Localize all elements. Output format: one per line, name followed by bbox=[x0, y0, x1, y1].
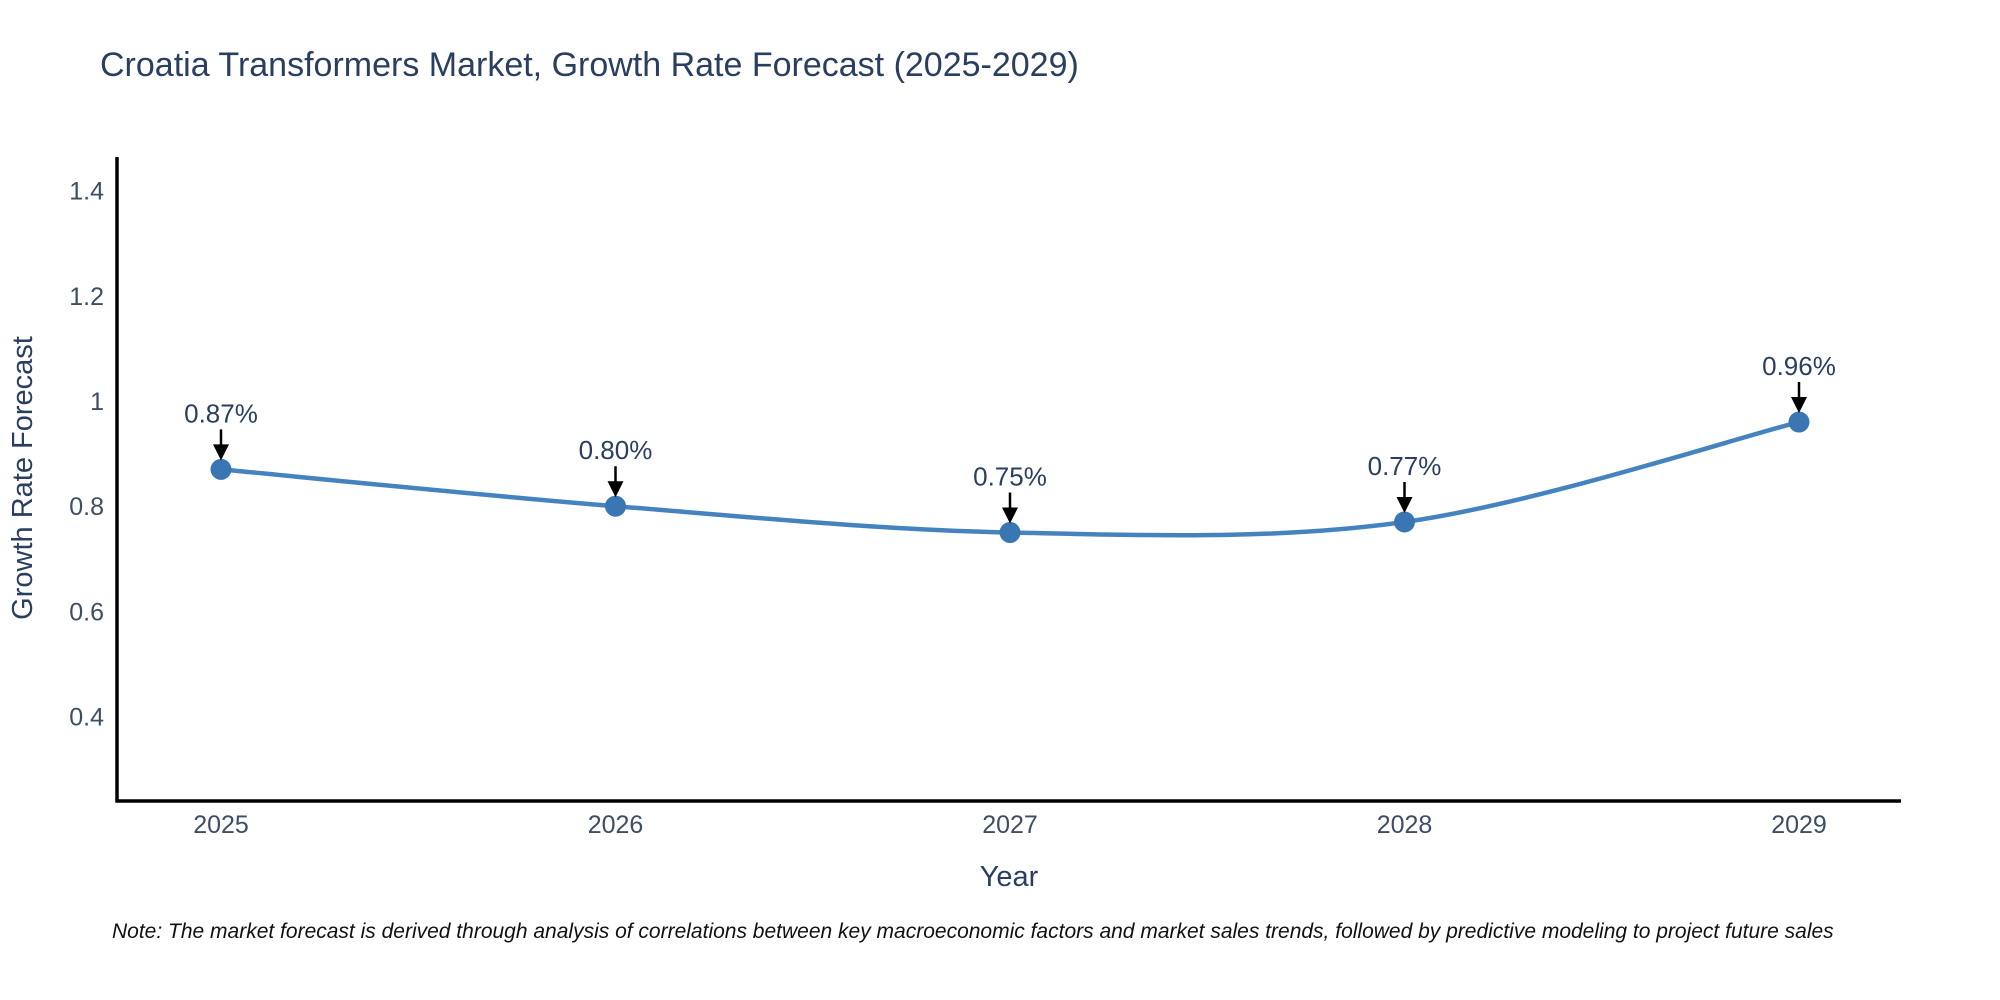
point-value-label: 0.77% bbox=[1368, 451, 1442, 481]
point-value-label: 0.80% bbox=[579, 435, 653, 465]
y-tick-label: 1 bbox=[90, 388, 104, 416]
annotation-arrow-head bbox=[607, 481, 624, 498]
x-tick-label: 2025 bbox=[193, 811, 249, 839]
x-axis-tick-labels: 2025 2026 2027 2028 2029 bbox=[193, 811, 1827, 839]
point-value-label: 0.75% bbox=[973, 462, 1047, 492]
data-point-annotations: 0.87% 0.80% 0.75% 0.77% 0.96% bbox=[184, 351, 1836, 524]
point-value-label: 0.87% bbox=[184, 398, 258, 428]
x-tick-label: 2028 bbox=[1377, 811, 1433, 839]
y-tick-label: 0.6 bbox=[69, 598, 104, 626]
x-axis-title: Year bbox=[980, 861, 1039, 893]
chart-footnote: Note: The market forecast is derived thr… bbox=[112, 920, 1834, 943]
x-tick-label: 2027 bbox=[982, 811, 1038, 839]
point-value-label: 0.96% bbox=[1762, 351, 1836, 381]
forecast-line-series bbox=[210, 411, 1810, 543]
y-axis-tick-labels: 1.4 1.2 1 0.8 0.6 0.4 bbox=[69, 178, 104, 732]
y-tick-label: 0.8 bbox=[69, 493, 104, 521]
data-point-2025[interactable] bbox=[210, 458, 232, 480]
y-tick-label: 0.4 bbox=[69, 704, 104, 732]
data-point-2028[interactable] bbox=[1394, 511, 1415, 533]
chart-title: Croatia Transformers Market, Growth Rate… bbox=[100, 46, 1079, 84]
x-tick-label: 2029 bbox=[1771, 811, 1827, 839]
axis-lines bbox=[115, 157, 1901, 803]
annotation-arrow-head bbox=[213, 444, 229, 461]
data-point-2026[interactable] bbox=[605, 495, 626, 517]
x-tick-label: 2026 bbox=[588, 811, 644, 839]
y-tick-label: 1.4 bbox=[69, 178, 104, 206]
y-tick-label: 1.2 bbox=[69, 283, 104, 311]
annotation-arrow-head bbox=[1791, 397, 1807, 414]
y-axis-title: Growth Rate Forecast bbox=[7, 336, 39, 620]
annotation-arrow-head bbox=[1002, 507, 1018, 524]
data-point-2027[interactable] bbox=[999, 522, 1021, 543]
data-point-2029[interactable] bbox=[1788, 411, 1810, 433]
annotation-arrow-head bbox=[1396, 496, 1413, 513]
